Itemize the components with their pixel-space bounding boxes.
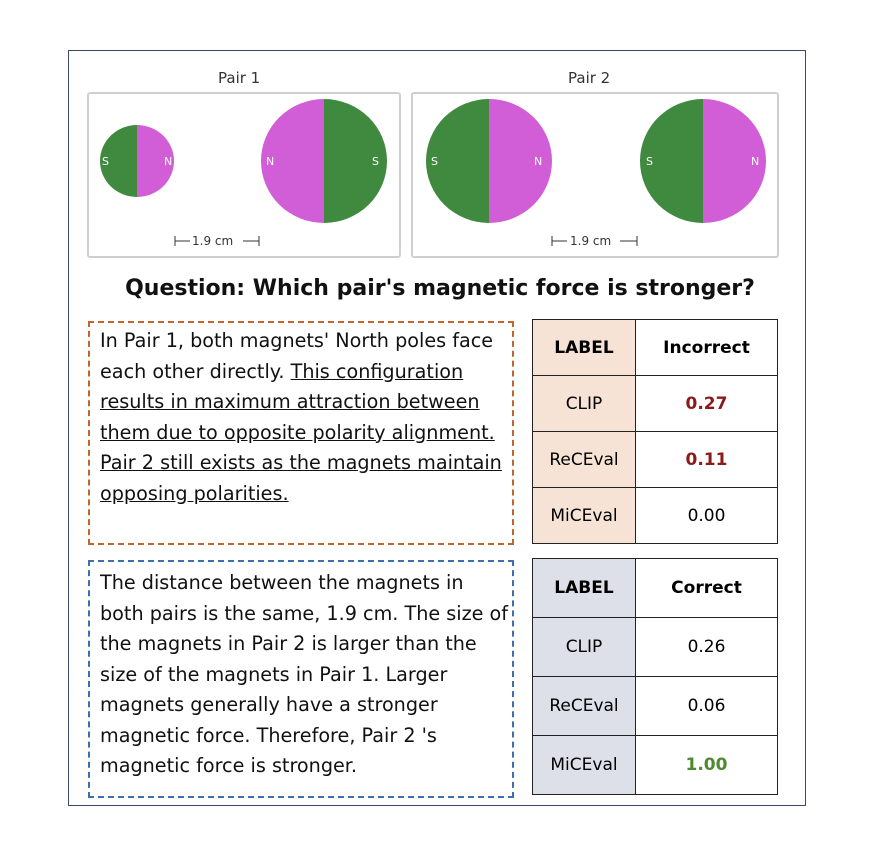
magnets-diagram: [100, 99, 766, 246]
pair1-title: Pair 1: [218, 69, 261, 87]
correct-response-text: The distance between the magnets in both…: [100, 571, 509, 777]
pole-label-s: S: [102, 155, 109, 168]
pair1-distance-bar: [174, 236, 260, 246]
pair2-distance-bar: [551, 236, 638, 246]
pair1-distance-label: 1.9 cm: [192, 234, 234, 248]
table-row: LABEL Incorrect: [532, 319, 778, 376]
pole-label-n: N: [164, 155, 173, 168]
table-row: MiCEval 1.00: [532, 735, 778, 795]
pole-label-n: N: [751, 155, 760, 168]
incorrect-score-table: LABEL Incorrect CLIP 0.27 ReCEval 0.11 M…: [532, 319, 778, 544]
header-label: LABEL: [532, 319, 636, 376]
pair2-distance-label: 1.9 cm: [570, 234, 612, 248]
metric-score: 0.26: [635, 617, 778, 677]
metric-name: CLIP: [532, 375, 636, 432]
pole-label-s: S: [431, 155, 438, 168]
pole-label-n: N: [534, 155, 543, 168]
header-value: Incorrect: [635, 319, 778, 376]
table-row: ReCEval 0.11: [532, 431, 778, 488]
pole-label-s: S: [372, 155, 379, 168]
table-row: CLIP 0.27: [532, 375, 778, 432]
metric-name: MiCEval: [532, 487, 636, 544]
table-row: LABEL Correct: [532, 558, 778, 618]
table-row: MiCEval 0.00: [532, 487, 778, 544]
metric-name: ReCEval: [532, 676, 636, 736]
correct-response-box: The distance between the magnets in both…: [88, 560, 514, 798]
metric-score: 0.00: [635, 487, 778, 544]
incorrect-response-plain: In Pair 1, both magnets' North poles fac…: [100, 329, 494, 383]
incorrect-response-underlined: This configuration results in maximum at…: [100, 359, 502, 505]
metric-name: CLIP: [532, 617, 636, 677]
metric-score: 0.27: [635, 375, 778, 432]
table-row: ReCEval 0.06: [532, 676, 778, 736]
pair2-title: Pair 2: [568, 69, 611, 87]
metric-score: 1.00: [635, 735, 778, 795]
table-row: CLIP 0.26: [532, 617, 778, 677]
metric-score: 0.06: [635, 676, 778, 736]
pair1-magnet-right: [261, 99, 387, 223]
pole-label-s: S: [646, 155, 653, 168]
header-label: LABEL: [532, 558, 636, 618]
incorrect-response-box: In Pair 1, both magnets' North poles fac…: [88, 321, 514, 545]
question-text: Question: Which pair's magnetic force is…: [125, 276, 755, 301]
figure-frame: [68, 50, 806, 806]
header-value: Correct: [635, 558, 778, 618]
pair2-magnet-right: [640, 99, 766, 223]
correct-score-table: LABEL Correct CLIP 0.26 ReCEval 0.06 MiC…: [532, 558, 778, 795]
metric-score: 0.11: [635, 431, 778, 488]
pole-label-n: N: [266, 155, 275, 168]
metric-name: MiCEval: [532, 735, 636, 795]
metric-name: ReCEval: [532, 431, 636, 488]
